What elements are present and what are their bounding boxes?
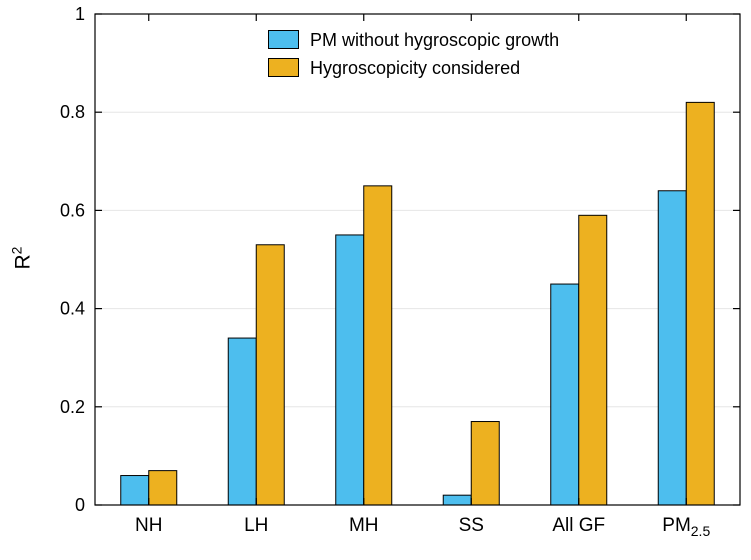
x-tick-label: PM2.5 — [662, 515, 710, 539]
bar-lh-series-1 — [227, 337, 257, 506]
y-tick-label: 0.2 — [60, 397, 85, 417]
x-tick-label: All GF — [552, 515, 605, 536]
bar-nh-series-1 — [120, 475, 150, 506]
legend-swatch-blue — [268, 30, 299, 49]
x-tick-label: NH — [135, 515, 162, 536]
legend: PM without hygroscopic growth Hygroscopi… — [268, 30, 559, 77]
y-axis-label: R2 — [9, 247, 36, 270]
y-tick-label: 0 — [75, 495, 85, 515]
y-tick-label: 0.4 — [60, 299, 85, 319]
bar-ss-series-1 — [442, 494, 472, 506]
legend-label-series-2: Hygroscopicity considered — [310, 57, 521, 78]
bar-all-gf-series-1 — [550, 283, 580, 506]
legend-swatch-orange — [268, 58, 299, 77]
bar-ss-series-2 — [470, 421, 500, 506]
bar-mh-series-2 — [363, 185, 393, 506]
legend-item-series-1: PM without hygroscopic growth — [268, 30, 559, 49]
x-tick-label: SS — [459, 515, 484, 536]
legend-label-series-1: PM without hygroscopic growth — [310, 29, 560, 50]
y-tick-label: 0.8 — [60, 102, 85, 122]
bar-pm2.5-series-1 — [657, 190, 687, 506]
bar-nh-series-2 — [148, 470, 178, 506]
x-tick-label: LH — [244, 515, 268, 536]
legend-item-series-2: Hygroscopicity considered — [268, 58, 559, 77]
axis-box — [94, 13, 741, 506]
bar-all-gf-series-2 — [578, 214, 608, 506]
y-axis-label-base: R — [11, 254, 35, 270]
y-tick-label: 1 — [75, 4, 85, 24]
bar-mh-series-1 — [335, 234, 365, 506]
bar-pm2.5-series-2 — [685, 101, 715, 506]
y-tick-label: 0.6 — [60, 200, 85, 220]
y-axis-label-exponent: 2 — [8, 246, 25, 255]
bar-lh-series-2 — [255, 244, 285, 506]
x-tick-label: MH — [349, 515, 379, 536]
